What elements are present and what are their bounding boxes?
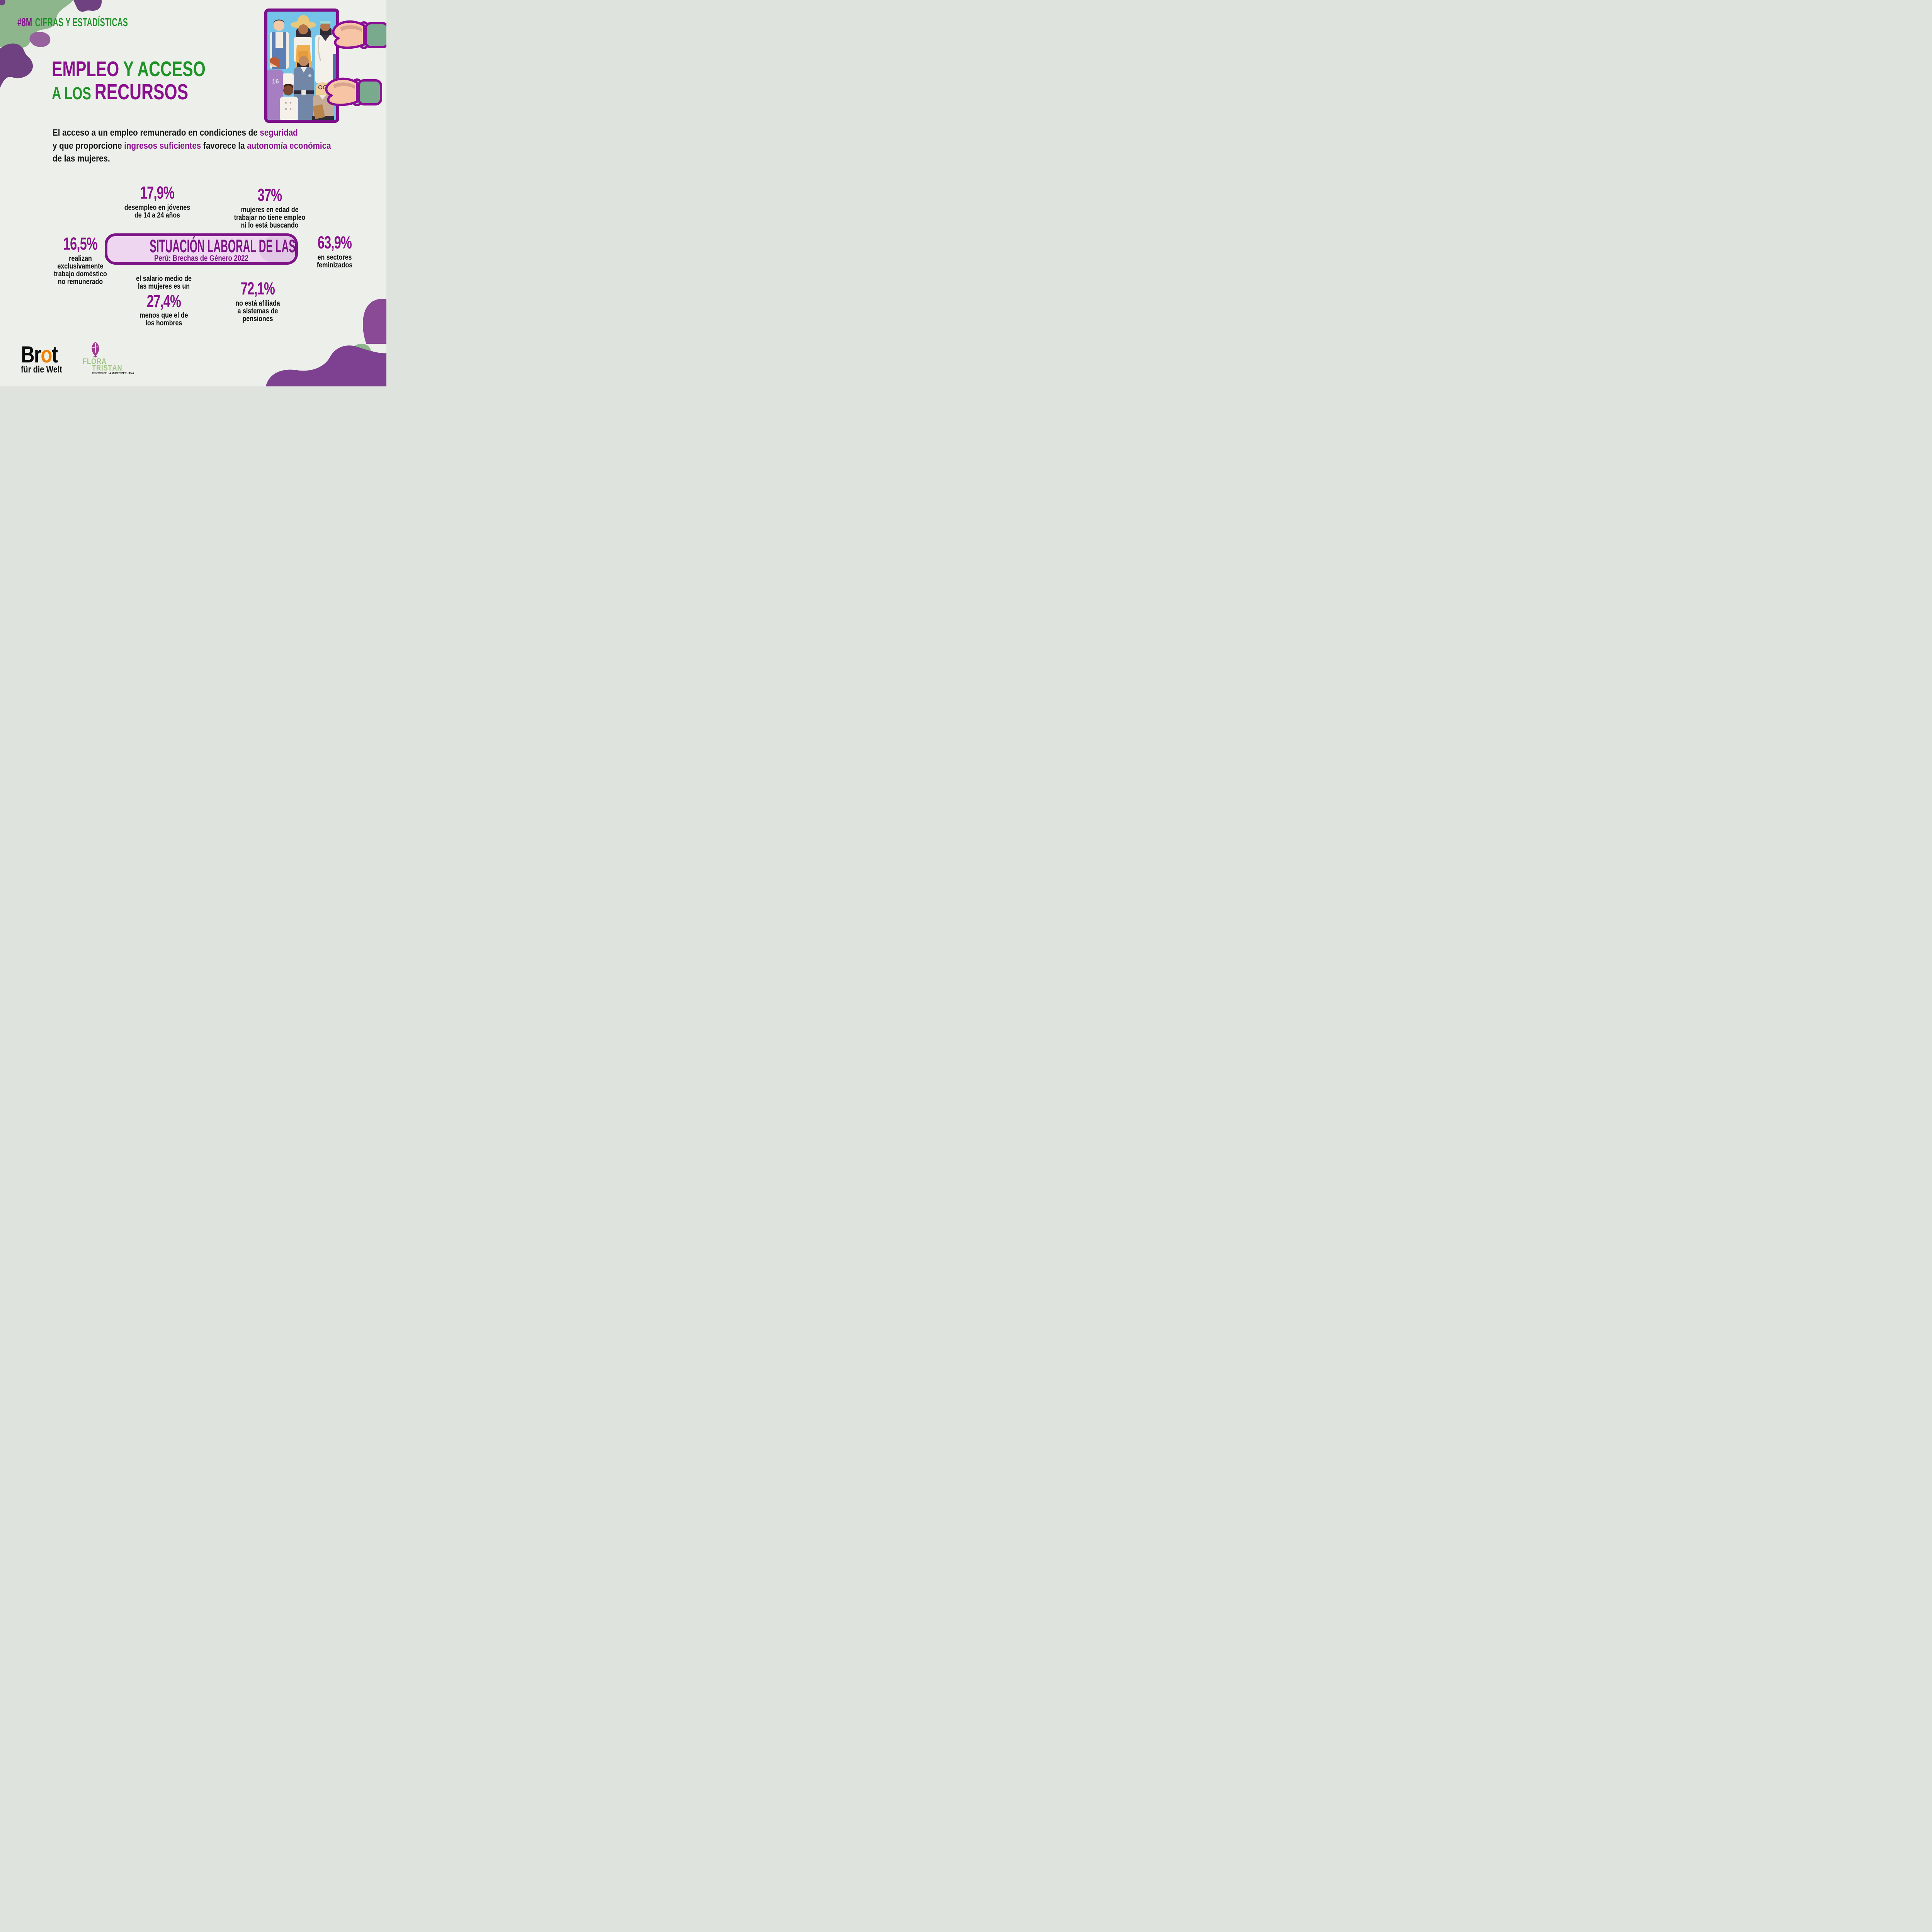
- stat-value: 63,9%: [317, 233, 352, 252]
- brot-orange-o: o: [41, 342, 52, 367]
- intro-paragraph: El acceso a un empleo remunerado en cond…: [53, 126, 331, 165]
- stat-label: no está afiliada a sistemas de pensiones: [235, 299, 280, 323]
- flora-logo-line1: FLORA: [83, 357, 107, 366]
- hashtag-text: CIFRAS Y ESTADÍSTICAS: [35, 15, 128, 29]
- stat-label: menos que el de los hombres: [139, 311, 188, 327]
- hand-lower: [325, 77, 382, 106]
- title-y-acceso: Y ACCESO: [123, 57, 206, 81]
- stat-pensiones: 72,1% no está afiliada a sistemas de pen…: [200, 280, 316, 323]
- green-corner-blob: [0, 0, 73, 49]
- page-title-line1: EMPLEO Y ACCESO: [52, 58, 206, 80]
- stat-trabajo-domestico: 16,5% realizan exclusivamente trabajo do…: [22, 235, 138, 286]
- top-center-purple-blob: [73, 0, 102, 12]
- stat-label: mujeres en edad de trabajar no tiene emp…: [234, 206, 306, 230]
- title-a-los: A LOS: [52, 83, 91, 103]
- hashtag-header: #8M CIFRAS Y ESTADÍSTICAS: [17, 15, 128, 29]
- stat-brecha-salarial: el salario medio de las mujeres es un 27…: [106, 275, 222, 327]
- stat-value: 72,1%: [240, 279, 275, 298]
- stat-value: 27,4%: [146, 291, 181, 311]
- stat-value: 37%: [257, 185, 282, 205]
- highlight-seguridad: seguridad: [260, 128, 298, 138]
- infographic-page: #8M CIFRAS Y ESTADÍSTICAS EMPLEO Y ACCESO …: [0, 0, 386, 386]
- bottom-right-rounded-purple-blob: [363, 299, 386, 344]
- highlight-ingresos: ingresos suficientes: [124, 140, 201, 151]
- stat-label-pre: el salario medio de las mujeres es un: [136, 275, 192, 291]
- intro-line2: y que proporcione ingresos suficientes f…: [53, 140, 331, 151]
- stat-desempleo-jovenes: 17,9% desempleo en jóvenes de 14 a 24 añ…: [99, 184, 215, 219]
- banner-subtitle: Perú: Brechas de Género 2022: [154, 254, 248, 263]
- stat-value: 16,5%: [63, 234, 98, 253]
- intro-line3: de las mujeres.: [53, 153, 110, 164]
- flora-logo-tagline: CENTRO DE LA MUJER PERUANA: [92, 371, 134, 375]
- banner-title: SITUACIÓN LABORAL DE LAS MUJERES: [150, 236, 296, 256]
- left-light-purple-blob: [29, 32, 51, 47]
- top-left-corner-purple-blob: [0, 0, 5, 5]
- flora-tristan-feather-icon: [92, 342, 99, 358]
- stat-sin-empleo: 37% mujeres en edad de trabajar no tiene…: [212, 186, 328, 230]
- left-dark-purple-blob: [0, 43, 33, 88]
- flora-logo-line2: TRISTÁN: [92, 364, 122, 372]
- svg-text:16: 16: [272, 78, 279, 85]
- stat-label: realizan exclusivamente trabajo doméstic…: [54, 255, 107, 286]
- page-title-line2: A LOS RECURSOS: [52, 81, 188, 103]
- illustration-working-women: 16: [264, 9, 386, 123]
- stat-sectores-feminizados: 63,9% en sectores feminizados: [277, 234, 386, 269]
- highlight-autonomia: autonomía económica: [247, 140, 331, 151]
- title-recursos: RECURSOS: [94, 80, 189, 104]
- stat-label: desempleo en jóvenes de 14 a 24 años: [124, 204, 190, 219]
- stat-value: 17,9%: [140, 183, 175, 202]
- hashtag-8m: #8M: [17, 15, 32, 29]
- flora-tristan-logo: FLORA TRISTÁN CENTRO DE LA MUJER PERUANA: [83, 342, 134, 375]
- banner-situacion-laboral: SITUACIÓN LABORAL DE LAS MUJERES Perú: B…: [105, 233, 298, 265]
- brot-logo-line2: für die Welt: [21, 364, 62, 375]
- brot-fur-die-welt-logo: Brot für die Welt: [21, 342, 62, 375]
- stat-label: en sectores feminizados: [316, 253, 353, 269]
- title-empleo: EMPLEO: [52, 57, 119, 81]
- corner-blobs-decoration: [0, 0, 386, 386]
- brot-logo-line1: Brot: [21, 342, 58, 367]
- intro-line1: El acceso a un empleo remunerado en cond…: [53, 128, 298, 138]
- hand-upper: [332, 20, 386, 49]
- bottom-right-purple-mass: [266, 345, 386, 386]
